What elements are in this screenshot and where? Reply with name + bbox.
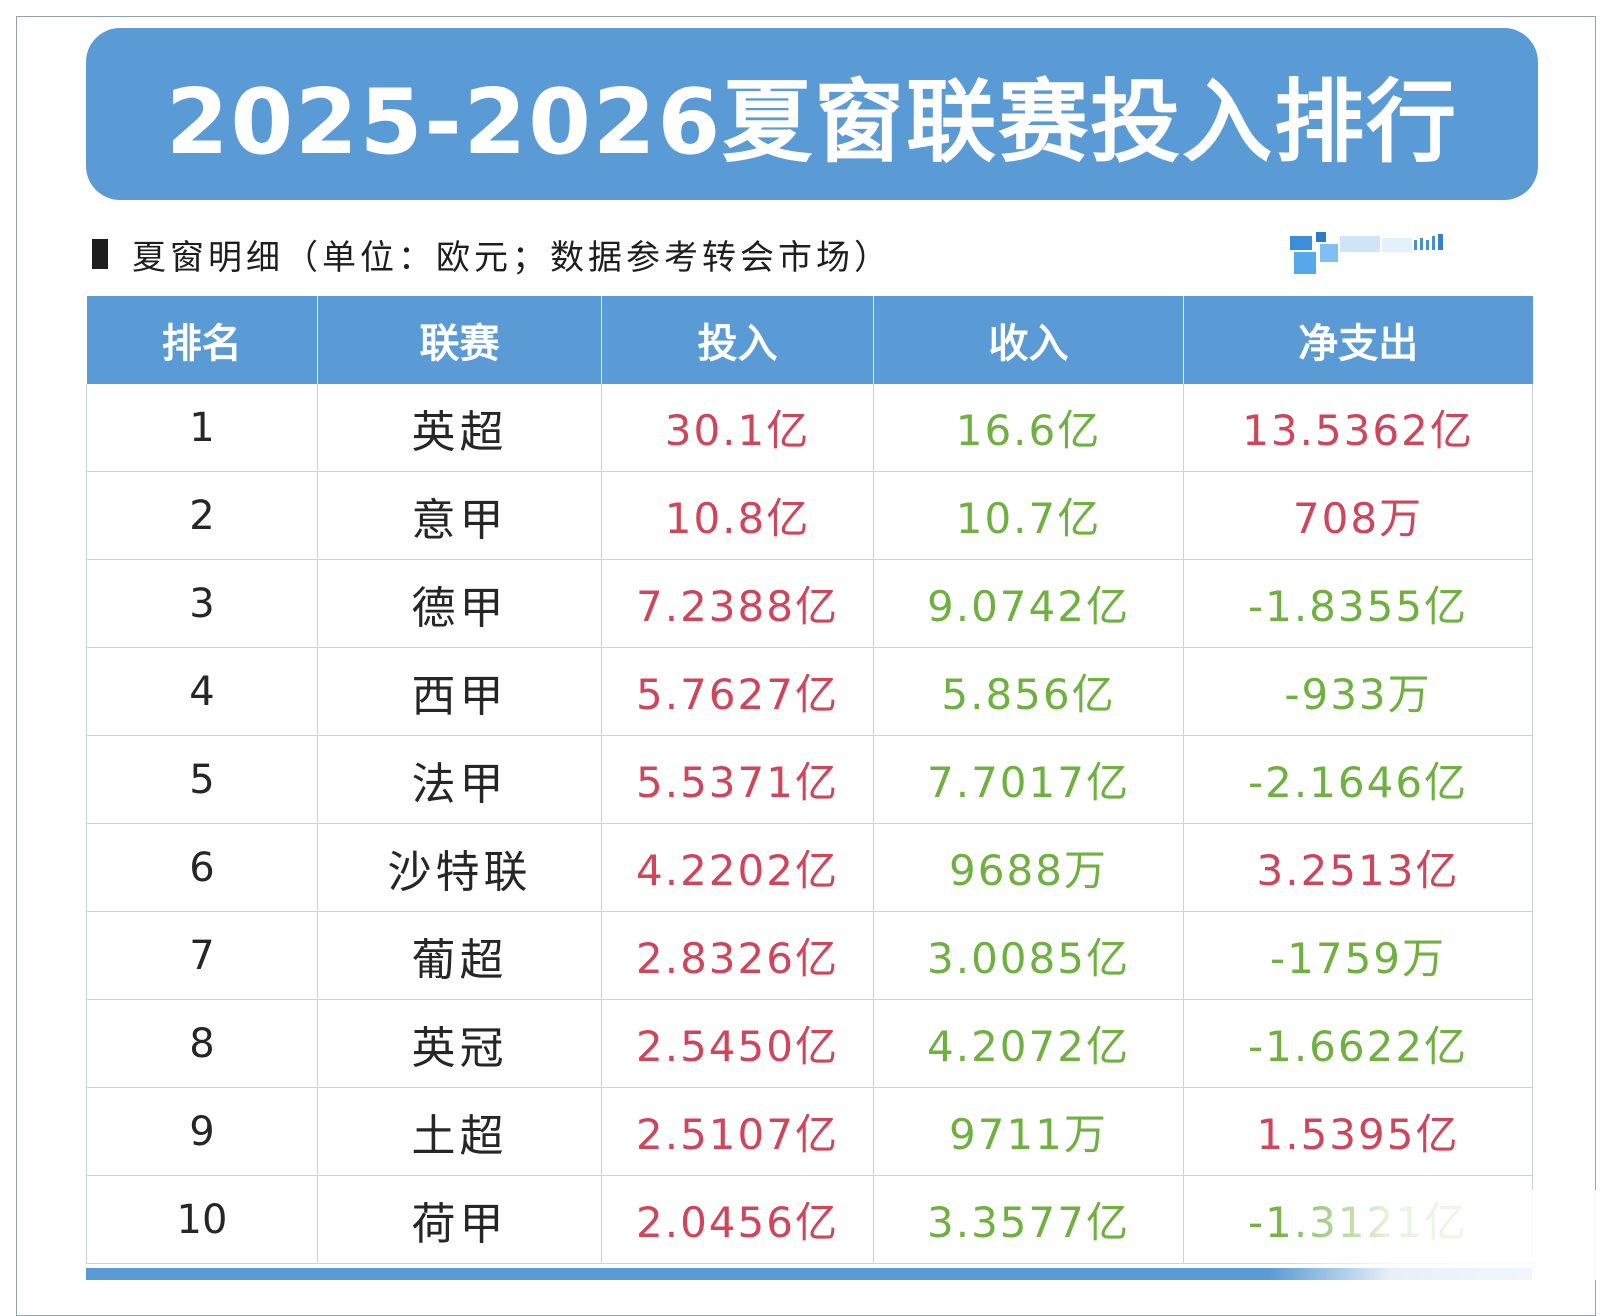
cell-income: 10.7亿 (873, 471, 1184, 560)
cell-spend: 2.0456亿 (601, 1175, 874, 1264)
bottom-strip (86, 1268, 1532, 1280)
cell-league: 西甲 (317, 647, 602, 736)
cell-income: 7.7017亿 (873, 735, 1184, 824)
ranking-table: 排名 联赛 投入 收入 净支出 1 英超 30.1亿 16.6亿 13.5362亿 2 意甲… (86, 296, 1533, 1264)
logo-watermark-icon (1290, 232, 1443, 274)
cell-spend: 10.8亿 (601, 471, 874, 560)
table-row: 7 葡超 2.8326亿 3.0085亿 -1759万 (86, 911, 1533, 1000)
cell-spend: 5.5371亿 (601, 735, 874, 824)
page-title: 2025-2026夏窗联赛投入排行 (165, 70, 1459, 175)
cell-rank: 8 (86, 999, 318, 1088)
cell-rank: 6 (86, 823, 318, 912)
cell-net: -2.1646亿 (1183, 735, 1533, 824)
table-row: 4 西甲 5.7627亿 5.856亿 -933万 (86, 647, 1533, 736)
table-row: 8 英冠 2.5450亿 4.2072亿 -1.6622亿 (86, 999, 1533, 1088)
cell-rank: 7 (86, 911, 318, 1000)
cell-spend: 30.1亿 (601, 384, 874, 472)
header-income: 收入 (873, 296, 1184, 384)
table-row: 3 德甲 7.2388亿 9.0742亿 -1.8355亿 (86, 559, 1533, 648)
table-row: 6 沙特联 4.2202亿 9688万 3.2513亿 (86, 823, 1533, 912)
ranking-table-wrap: 排名 联赛 投入 收入 净支出 1 英超 30.1亿 16.6亿 13.5362亿 2 意甲… (86, 296, 1533, 1264)
cell-income: 9688万 (873, 823, 1184, 912)
table-row: 2 意甲 10.8亿 10.7亿 708万 (86, 471, 1533, 560)
cell-net: 708万 (1183, 471, 1533, 560)
header-rank: 排名 (86, 296, 318, 384)
table-header-row: 排名 联赛 投入 收入 净支出 (86, 296, 1533, 384)
header-league: 联赛 (317, 296, 602, 384)
cell-net: -1759万 (1183, 911, 1533, 1000)
subtitle: 夏窗明细（单位：欧元；数据参考转会市场） (132, 237, 892, 278)
cell-spend: 4.2202亿 (601, 823, 874, 912)
cell-income: 3.0085亿 (873, 911, 1184, 1000)
subtitle-marker (92, 239, 108, 269)
cell-rank: 4 (86, 647, 318, 736)
cell-net: -1.8355亿 (1183, 559, 1533, 648)
cell-rank: 2 (86, 471, 318, 560)
cell-rank: 3 (86, 559, 318, 648)
cell-spend: 2.5107亿 (601, 1087, 874, 1176)
table-row: 10 荷甲 2.0456亿 3.3577亿 -1.3121亿 (86, 1175, 1533, 1264)
subtitle-row: 夏窗明细（单位：欧元；数据参考转会市场） (92, 230, 892, 278)
cell-spend: 2.8326亿 (601, 911, 874, 1000)
cell-net: 3.2513亿 (1183, 823, 1533, 912)
cell-spend: 2.5450亿 (601, 999, 874, 1088)
cell-income: 5.856亿 (873, 647, 1184, 736)
cell-league: 意甲 (317, 471, 602, 560)
cell-income: 4.2072亿 (873, 999, 1184, 1088)
cell-net: -1.6622亿 (1183, 999, 1533, 1088)
cell-income: 16.6亿 (873, 384, 1184, 472)
cell-income: 3.3577亿 (873, 1175, 1184, 1264)
cell-income: 9711万 (873, 1087, 1184, 1176)
header-spend: 投入 (601, 296, 874, 384)
cell-net: -1.3121亿 (1183, 1175, 1533, 1264)
cell-league: 土超 (317, 1087, 602, 1176)
cell-league: 德甲 (317, 559, 602, 648)
cell-net: 1.5395亿 (1183, 1087, 1533, 1176)
cell-league: 英冠 (317, 999, 602, 1088)
cell-league: 葡超 (317, 911, 602, 1000)
cell-league: 英超 (317, 384, 602, 472)
title-banner: 2025-2026夏窗联赛投入排行 (86, 28, 1538, 200)
cell-rank: 5 (86, 735, 318, 824)
cell-rank: 9 (86, 1087, 318, 1176)
cell-spend: 5.7627亿 (601, 647, 874, 736)
cell-net: 13.5362亿 (1183, 384, 1533, 472)
table-row: 1 英超 30.1亿 16.6亿 13.5362亿 (86, 384, 1533, 472)
cell-league: 沙特联 (317, 823, 602, 912)
cell-league: 荷甲 (317, 1175, 602, 1264)
cell-income: 9.0742亿 (873, 559, 1184, 648)
cell-net: -933万 (1183, 647, 1533, 736)
header-net: 净支出 (1183, 296, 1533, 384)
table-body: 1 英超 30.1亿 16.6亿 13.5362亿 2 意甲 10.8亿 10.7亿 708万 3 德… (86, 384, 1533, 1264)
table-row: 5 法甲 5.5371亿 7.7017亿 -2.1646亿 (86, 735, 1533, 824)
cell-rank: 10 (86, 1175, 318, 1264)
cell-league: 法甲 (317, 735, 602, 824)
cell-spend: 7.2388亿 (601, 559, 874, 648)
cell-rank: 1 (86, 384, 318, 472)
table-row: 9 土超 2.5107亿 9711万 1.5395亿 (86, 1087, 1533, 1176)
